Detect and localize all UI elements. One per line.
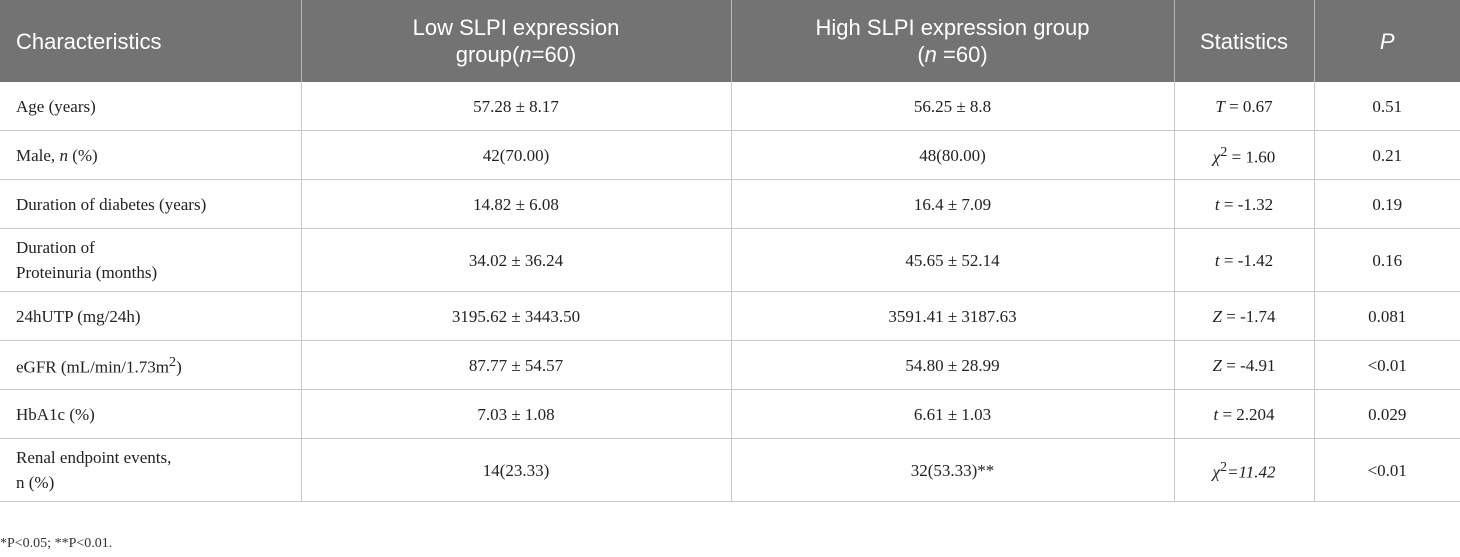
cell-p: <0.01 — [1314, 438, 1460, 502]
char-pre: eGFR (mL/min/1.73m — [16, 357, 169, 377]
header-statistics: Statistics — [1174, 0, 1315, 82]
table-row: Duration of Proteinuria (months) 34.02 ± … — [0, 228, 1460, 292]
cell-high: 56.25 ± 8.8 — [731, 82, 1175, 131]
stat-symbol: χ — [1212, 147, 1221, 167]
stat-symbol: χ — [1212, 462, 1220, 482]
cell-characteristic: Male, n (%) — [0, 130, 302, 180]
cell-statistics: χ2=11.42 — [1174, 438, 1315, 502]
char-line2: Proteinuria (months) — [16, 263, 158, 282]
cell-high: 48(80.00) — [731, 130, 1175, 180]
cell-high: 3591.41 ± 3187.63 — [731, 291, 1175, 341]
cell-low: 3195.62 ± 3443.50 — [301, 291, 732, 341]
cell-low: 14.82 ± 6.08 — [301, 179, 732, 229]
header-low-group-pre: group( — [455, 42, 520, 67]
table-row: Age (years) 57.28 ± 8.17 56.25 ± 8.8 T =… — [0, 82, 1460, 131]
char-post: ) — [176, 357, 182, 377]
table-row: Renal endpoint events, n (%) 14(23.33) 32… — [0, 438, 1460, 502]
stat-value: = -1.42 — [1219, 250, 1274, 270]
stat-sup: 2 — [1219, 459, 1228, 476]
cell-p: 0.19 — [1314, 179, 1460, 229]
stat-symbol: t — [1213, 404, 1219, 424]
cell-characteristic: Duration of Proteinuria (months) — [0, 228, 302, 292]
char-line1: Renal endpoint events, — [16, 448, 172, 467]
cell-statistics: t = 2.204 — [1174, 389, 1315, 439]
cell-high: 6.61 ± 1.03 — [731, 389, 1175, 439]
char-italic: n — [59, 145, 68, 165]
cell-characteristic: HbA1c (%) — [0, 389, 302, 439]
characteristics-table: Characteristics Low SLPI expression grou… — [0, 0, 1460, 502]
table-row: Duration of diabetes (years) 14.82 ± 6.0… — [0, 179, 1460, 229]
cell-p: 0.16 — [1314, 228, 1460, 292]
cell-statistics: t = -1.42 — [1174, 228, 1315, 292]
cell-statistics: t = -1.32 — [1174, 179, 1315, 229]
header-high-group-pre: ( — [917, 42, 925, 67]
cell-statistics: χ2 = 1.60 — [1174, 130, 1315, 180]
cell-p: 0.51 — [1314, 82, 1460, 131]
cell-statistics: Z = -4.91 — [1174, 340, 1315, 390]
cell-characteristic: 24hUTP (mg/24h) — [0, 291, 302, 341]
cell-statistics: Z = -1.74 — [1174, 291, 1315, 341]
header-high-group-n: n — [924, 42, 937, 67]
stat-sup: 2 — [1220, 144, 1228, 161]
cell-characteristic: eGFR (mL/min/1.73m2) — [0, 340, 302, 390]
table-row: HbA1c (%) 7.03 ± 1.08 6.61 ± 1.03 t = 2.… — [0, 389, 1460, 439]
table-row: eGFR (mL/min/1.73m2) 87.77 ± 54.57 54.80… — [0, 340, 1460, 390]
cell-characteristic: Age (years) — [0, 82, 302, 131]
header-low-group-post: =60) — [531, 42, 577, 67]
stat-symbol: Z — [1212, 306, 1222, 326]
table-header-row: Characteristics Low SLPI expression grou… — [0, 0, 1460, 82]
stat-value: = -1.32 — [1219, 194, 1274, 214]
stat-value: =11.42 — [1227, 462, 1276, 482]
header-high-group-post: =60) — [936, 42, 988, 67]
cell-low: 14(23.33) — [301, 438, 732, 502]
table-row: 24hUTP (mg/24h) 3195.62 ± 3443.50 3591.4… — [0, 291, 1460, 341]
stat-value: = 2.204 — [1218, 404, 1275, 424]
cell-low: 7.03 ± 1.08 — [301, 389, 732, 439]
header-high-group: High SLPI expression group (n =60) — [731, 0, 1175, 82]
cell-characteristic: Renal endpoint events, n (%) — [0, 438, 302, 502]
header-characteristics: Characteristics — [0, 0, 302, 82]
cell-statistics: T = 0.67 — [1174, 82, 1315, 131]
header-p-label: P — [1379, 28, 1395, 54]
header-p: P — [1314, 0, 1460, 82]
table-row: Male, n (%) 42(70.00) 48(80.00) χ2 = 1.6… — [0, 130, 1460, 180]
header-low-group-line1: Low SLPI expression — [412, 15, 620, 40]
stat-value: = -1.74 — [1221, 306, 1276, 326]
cell-high: 32(53.33)** — [731, 438, 1175, 502]
header-low-group-n: n — [519, 42, 532, 67]
cell-p: 0.21 — [1314, 130, 1460, 180]
header-high-group-line1: High SLPI expression group — [815, 15, 1090, 40]
char-post: (%) — [67, 145, 98, 165]
char-pre: Male, — [16, 145, 60, 165]
cell-high: 16.4 ± 7.09 — [731, 179, 1175, 229]
stat-symbol: t — [1214, 194, 1220, 214]
cell-low: 87.77 ± 54.57 — [301, 340, 732, 390]
cell-low: 34.02 ± 36.24 — [301, 228, 732, 292]
cell-high: 45.65 ± 52.14 — [731, 228, 1175, 292]
char-line2: n (%) — [16, 473, 55, 492]
stat-symbol: t — [1214, 250, 1220, 270]
cell-low: 57.28 ± 8.17 — [301, 82, 732, 131]
cell-low: 42(70.00) — [301, 130, 732, 180]
stat-symbol: Z — [1212, 355, 1222, 375]
cell-p: 0.029 — [1314, 389, 1460, 439]
stat-symbol: T — [1215, 96, 1225, 116]
cell-high: 54.80 ± 28.99 — [731, 340, 1175, 390]
char-sup: 2 — [169, 354, 177, 371]
table-footnote: *P<0.05; **P<0.01. — [0, 536, 113, 551]
cell-p: 0.081 — [1314, 291, 1460, 341]
header-low-group: Low SLPI expression group(n=60) — [301, 0, 732, 82]
char-line1: Duration of — [16, 238, 95, 257]
stat-value: = -4.91 — [1221, 355, 1276, 375]
cell-p: <0.01 — [1314, 340, 1460, 390]
stat-value: = 0.67 — [1224, 96, 1273, 116]
cell-characteristic: Duration of diabetes (years) — [0, 179, 302, 229]
stat-value: = 1.60 — [1227, 147, 1276, 167]
